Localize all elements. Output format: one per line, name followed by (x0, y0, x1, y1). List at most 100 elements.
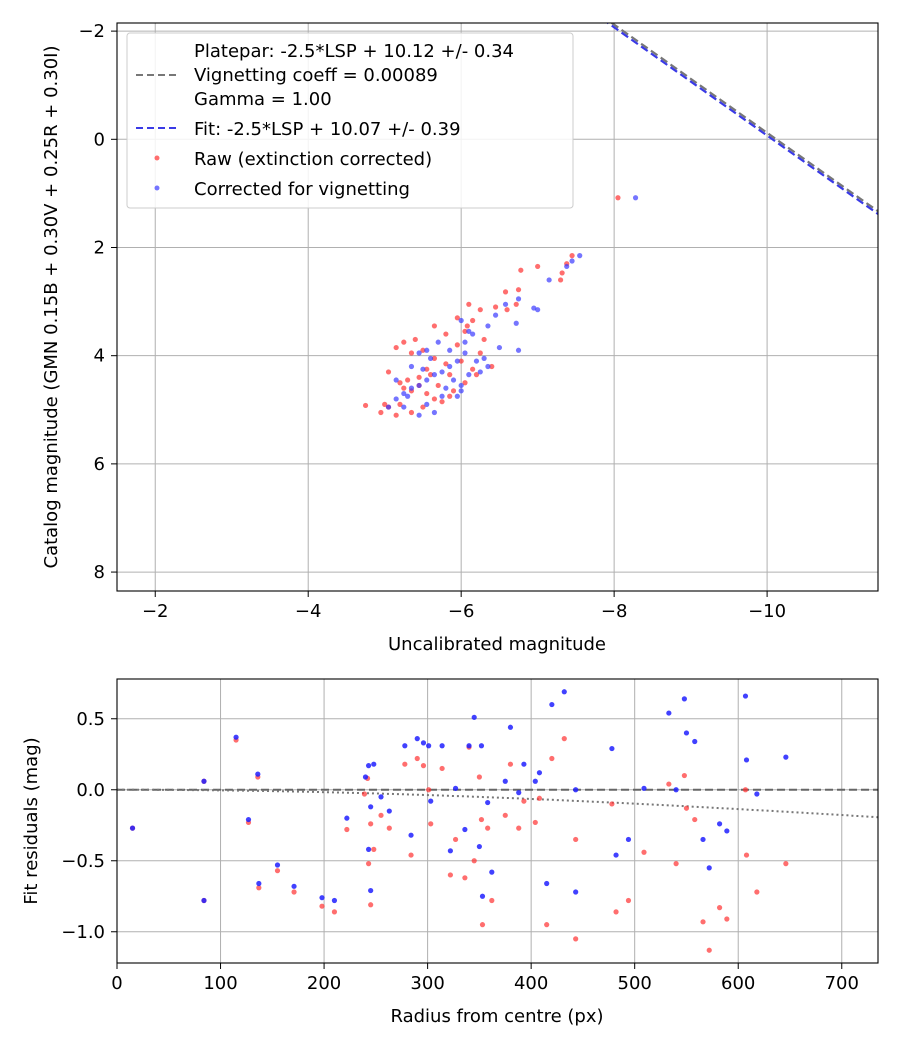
bottom-y-tick-label: 0.0 (76, 780, 105, 801)
bottom-x-tick-label: 500 (618, 973, 652, 994)
top-point-raw (424, 390, 430, 397)
bottom-point-corrected (368, 887, 374, 894)
top-point-corrected (424, 401, 430, 407)
top-point-corrected (515, 296, 522, 302)
top-x-tick-label: −2 (142, 601, 169, 622)
bottom-point-corrected (331, 897, 338, 904)
top-point-corrected (477, 369, 483, 375)
top-point-corrected (515, 347, 522, 353)
bottom-x-tick-label: 100 (203, 973, 237, 994)
top-point-corrected (424, 347, 430, 353)
bottom-x-tick-label: 200 (307, 973, 341, 994)
bottom-point-corrected (783, 754, 789, 760)
bottom-point-corrected (426, 743, 432, 749)
bottom-point-raw (447, 872, 453, 878)
bottom-point-corrected (573, 787, 579, 793)
top-y-tick-label: −2 (78, 21, 105, 42)
bottom-point-raw (361, 791, 368, 797)
bottom-point-raw (479, 922, 486, 928)
top-point-raw (557, 277, 564, 283)
bottom-point-raw (544, 922, 550, 928)
bottom-point-corrected (609, 745, 615, 752)
top-point-raw (447, 372, 453, 378)
top-point-raw (397, 401, 403, 407)
top-x-ticks: −2 −4 −6 −8 −10 (142, 591, 786, 622)
top-point-raw (492, 304, 499, 310)
top-point-raw (443, 331, 449, 337)
top-y-tick-label: 4 (94, 346, 105, 367)
bottom-point-raw (561, 736, 567, 742)
top-point-raw (362, 402, 369, 409)
top-point-corrected (454, 358, 460, 364)
bottom-point-corrected (516, 790, 522, 796)
top-point-raw (454, 315, 460, 321)
bottom-x-tick-label: 300 (410, 973, 444, 994)
top-point-raw (470, 366, 476, 372)
bottom-x-tick-label: 700 (825, 973, 859, 994)
top-point-raw (518, 267, 524, 273)
bottom-point-raw (666, 781, 672, 787)
legend-raw-dot (154, 155, 160, 161)
bottom-point-corrected (716, 821, 723, 827)
top-point-raw (416, 374, 422, 380)
top-point-corrected (485, 323, 491, 329)
bottom-point-corrected (420, 740, 427, 746)
top-point-raw (443, 361, 449, 367)
top-point-raw (408, 409, 415, 416)
top-point-raw (405, 377, 411, 383)
bottom-point-corrected (365, 846, 372, 853)
top-point-corrected (431, 372, 438, 378)
top-point-raw (401, 339, 407, 345)
top-point-corrected (408, 385, 415, 391)
bottom-point-raw (783, 861, 789, 867)
bottom-point-raw (683, 805, 690, 811)
bottom-point-corrected (378, 794, 384, 800)
bottom-point-corrected (402, 743, 408, 749)
top-point-raw (470, 317, 476, 324)
bottom-point-corrected (485, 799, 491, 806)
top-point-corrected (393, 396, 399, 402)
bottom-y-ticks: −1.0 −0.5 0.0 0.5 (61, 709, 117, 943)
top-point-raw (535, 263, 541, 270)
top-point-raw (504, 307, 510, 313)
top-point-corrected (466, 372, 472, 378)
top-y-tick-label: 8 (94, 562, 105, 583)
top-point-corrected (385, 404, 392, 410)
top-point-corrected (450, 377, 457, 383)
top-point-corrected (439, 393, 445, 399)
bottom-point-corrected (233, 734, 239, 740)
top-point-raw (458, 358, 464, 364)
top-point-raw (408, 350, 415, 356)
top-point-raw (427, 372, 434, 378)
bottom-point-raw (426, 787, 432, 793)
bottom-x-ticks: 0 100 200 300 400 500 600 700 (111, 963, 859, 994)
top-point-corrected (470, 331, 476, 337)
top-y-tick-label: 2 (94, 237, 105, 258)
bottom-x-axis-label: Radius from centre (px) (390, 1006, 603, 1027)
legend: Platepar: -2.5*LSP + 10.12 +/- 0.34 Vign… (126, 32, 574, 209)
top-y-tick-label: 6 (94, 454, 105, 475)
bottom-x-tick-label: 600 (721, 973, 755, 994)
bottom-point-corrected (743, 757, 750, 763)
top-point-corrected (416, 412, 422, 418)
top-point-corrected (458, 388, 464, 394)
bottom-point-raw (256, 885, 262, 891)
bottom-point-raw (402, 761, 408, 767)
top-point-raw (569, 253, 575, 259)
bottom-point-corrected (447, 848, 453, 854)
bottom-point-corrected (573, 889, 579, 895)
bottom-point-raw (743, 852, 750, 858)
bottom-point-raw (291, 889, 297, 895)
bottom-y-tick-label: −0.5 (61, 851, 105, 872)
top-point-corrected (569, 258, 575, 264)
bottom-point-raw (754, 889, 760, 895)
top-line-platepar (609, 23, 878, 213)
bottom-point-raw (716, 905, 723, 911)
top-point-raw (481, 336, 487, 343)
bottom-point-raw (673, 861, 679, 867)
legend-box (126, 32, 574, 209)
top-x-tick-label: −8 (601, 601, 628, 622)
top-point-raw (513, 301, 519, 307)
bottom-residuals-panel: 0 100 200 300 400 500 600 700 −1.0 −0.5 0.0 0.5 Ra… (21, 678, 879, 1027)
